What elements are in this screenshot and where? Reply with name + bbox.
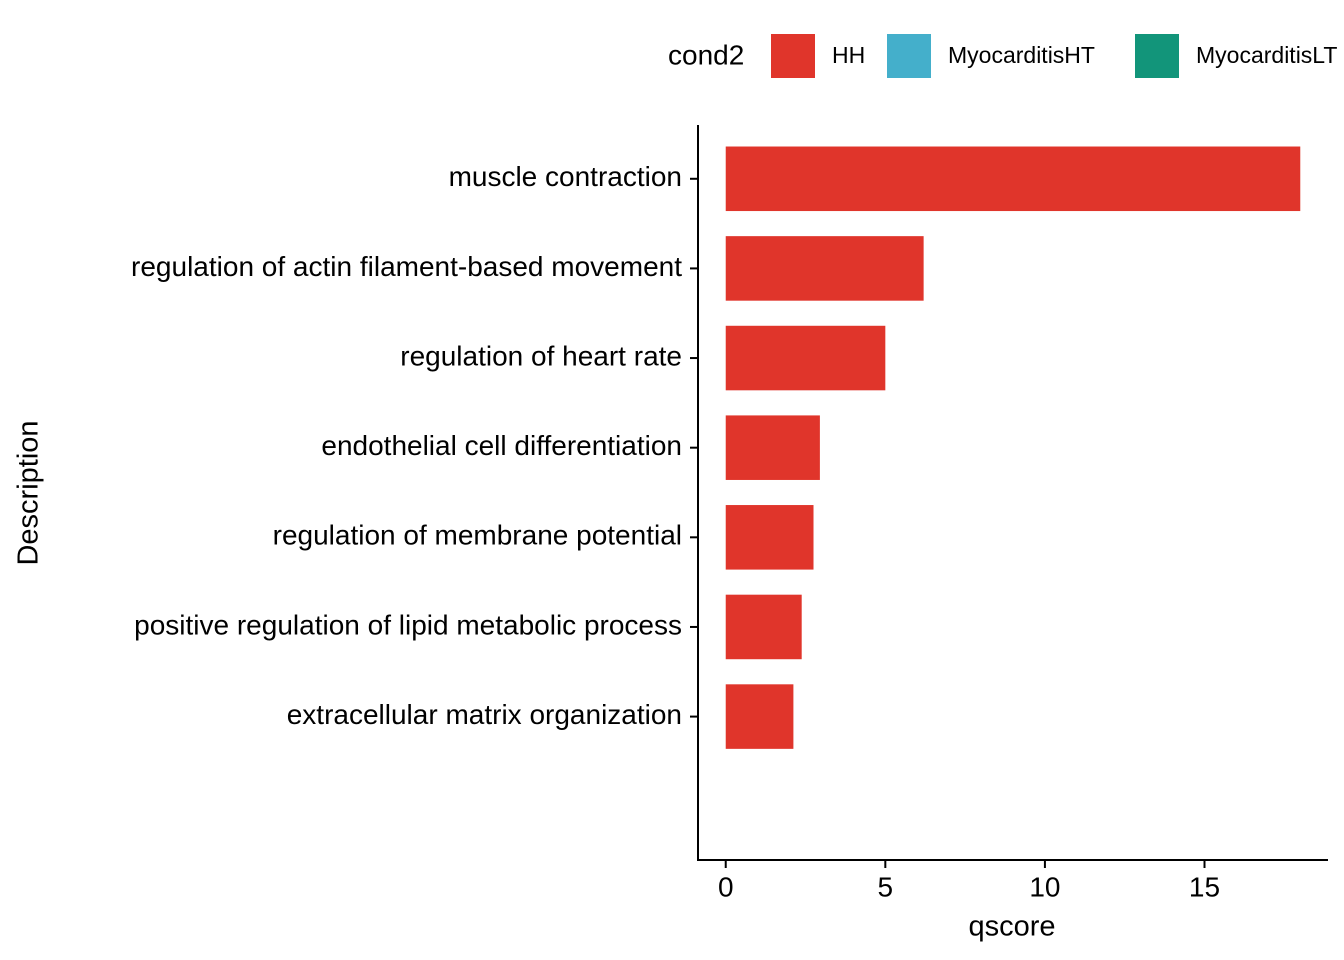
legend-title: cond2 [668,39,744,70]
legend-key [771,34,815,78]
y-tick-label: endothelial cell differentiation [321,430,682,461]
x-axis-title: qscore [968,911,1055,943]
legend-label: MyocarditisLT [1196,42,1337,68]
y-tick-label: regulation of membrane potential [273,520,682,551]
bar [725,325,886,391]
bar [725,505,814,570]
y-tick-label: regulation of actin filament-based movem… [131,251,682,282]
x-tick-label: 5 [878,871,894,902]
bar [725,594,802,660]
legend-label: HH [832,42,865,68]
bar [725,684,794,749]
x-tick-label: 15 [1189,871,1220,902]
y-tick-label: positive regulation of lipid metabolic p… [134,609,682,640]
y-tick-label: extracellular matrix organization [287,699,682,730]
y-tick-label: muscle contraction [449,161,682,192]
legend-label: MyocarditisHT [948,42,1095,68]
bar [725,236,924,301]
legend-key [887,34,931,78]
y-tick-label: regulation of heart rate [400,340,682,371]
x-tick-label: 10 [1029,871,1060,902]
bar [725,415,820,480]
y-axis-title: Description [13,420,45,565]
legend-key [1135,34,1179,78]
bar [725,146,1301,212]
x-tick-label: 0 [718,871,734,902]
